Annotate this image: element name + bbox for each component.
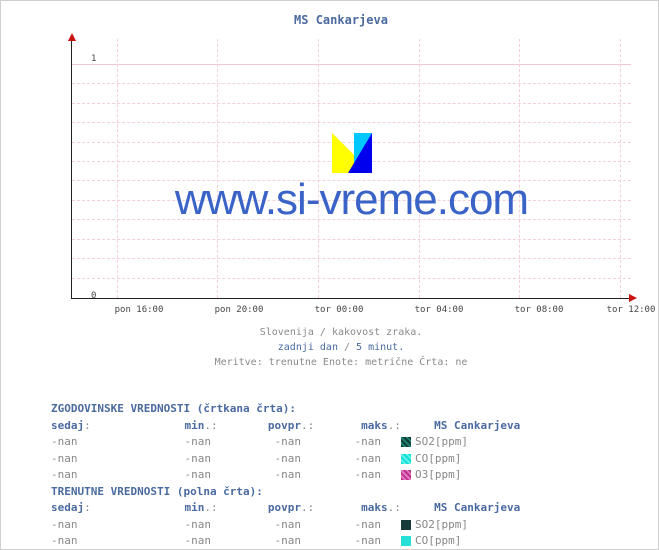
xtick-2: tor 00:00: [315, 305, 364, 315]
xtick-4: tor 08:00: [515, 305, 564, 315]
chart-container: MS Cankarjeva 0 1: [41, 13, 641, 370]
curr-section-title: TRENUTNE VREDNOSTI (polna črta):: [51, 484, 631, 501]
caption-line-3: Meritve: trenutne Enote: metrične Črta: …: [41, 355, 641, 370]
xtick-3: tor 04:00: [415, 305, 464, 315]
plot-box: www.si-vreme.com: [71, 39, 631, 299]
x-axis-arrow-icon: [629, 294, 637, 302]
legend-swatch-icon: [401, 536, 411, 546]
chart-caption: Slovenija / kakovost zraka. zadnji dan /…: [41, 325, 641, 370]
table-row: -nan-nan-nan-nanCO[ppm]: [51, 451, 631, 468]
hdr-station: MS Cankarjeva: [434, 418, 614, 435]
center-watermark: www.si-vreme.com: [175, 175, 528, 225]
legend-swatch-icon: [401, 437, 411, 447]
xtick-5: tor 12:00: [607, 305, 656, 315]
xtick-1: pon 20:00: [215, 305, 264, 315]
hdr-povpr: povpr.:: [224, 418, 314, 435]
caption-interval: 5 minut.: [356, 342, 404, 353]
caption-line-1: Slovenija / kakovost zraka.: [41, 325, 641, 340]
data-tables: ZGODOVINSKE VREDNOSTI (črtkana črta): se…: [51, 401, 631, 550]
table-row: -nan-nan-nan-nanSO2[ppm]: [51, 517, 631, 534]
chart-title: MS Cankarjeva: [41, 13, 641, 27]
table-row: -nan-nan-nan-nanCO[ppm]: [51, 533, 631, 550]
site-logo-icon: [332, 133, 372, 173]
legend-swatch-icon: [401, 520, 411, 530]
curr-header-row: sedaj: min.: povpr.: maks.: MS Cankarjev…: [51, 500, 631, 517]
hist-section-title: ZGODOVINSKE VREDNOSTI (črtkana črta):: [51, 401, 631, 418]
hist-header-row: sedaj: min.: povpr.: maks.: MS Cankarjev…: [51, 418, 631, 435]
hdr-min: min.:: [138, 418, 218, 435]
legend-swatch-icon: [401, 470, 411, 480]
chart-plot-area: 0 1: [71, 31, 641, 321]
legend-swatch-icon: [401, 454, 411, 464]
hdr-sedaj: sedaj:: [51, 418, 131, 435]
table-row: -nan-nan-nan-nanO3[ppm]: [51, 467, 631, 484]
page-root: www.si-vreme.com MS Cankarjeva 0 1: [0, 0, 659, 550]
xtick-0: pon 16:00: [115, 305, 164, 315]
hdr-maks: maks.:: [321, 418, 401, 435]
table-row: -nan-nan-nan-nanSO2[ppm]: [51, 434, 631, 451]
caption-sep: /: [338, 342, 356, 353]
caption-period: zadnji dan: [278, 342, 338, 353]
y-axis-arrow-icon: [68, 33, 76, 41]
caption-line-2: zadnji dan / 5 minut.: [41, 340, 641, 355]
